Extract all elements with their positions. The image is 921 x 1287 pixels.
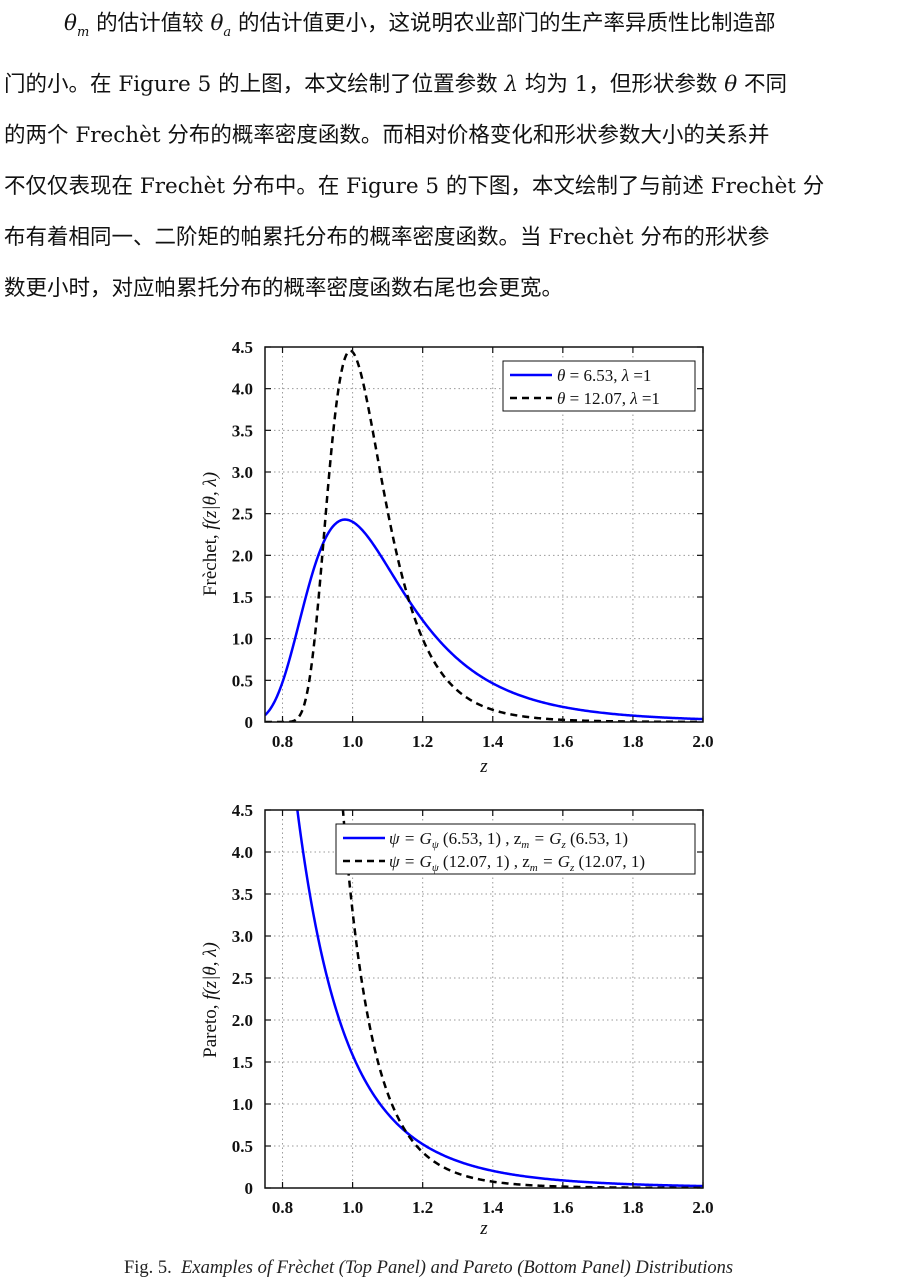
y-tick-label: 2.5 xyxy=(232,505,253,524)
y-tick-label: 3.5 xyxy=(232,885,253,904)
y-tick-label: 1.0 xyxy=(232,630,253,649)
paragraph-line-5: 布有着相同一、二阶矩的帕累托分布的概率密度函数。当 Frechèt 分布的形状参 xyxy=(4,225,770,250)
legend-entry-2: ψ = Gψ (12.07, 1) , zm = Gz (12.07, 1) xyxy=(389,852,645,874)
y-tick-label: 3.0 xyxy=(232,927,253,946)
y-tick-label: 4.5 xyxy=(232,801,253,820)
legend-box xyxy=(335,823,696,875)
y-axis-label: Frèchet, f(z|θ, λ) xyxy=(200,472,221,596)
x-tick-label: 1.0 xyxy=(342,1198,363,1217)
axis-ticks: 0.8 1.0 1.2 1.4 1.6 1.8 2.0 0 0.5 1.0 1.5 2.0 2.5 3.0… xyxy=(232,801,714,1217)
theta-symbol: θ xyxy=(64,11,77,36)
y-tick-label: 1.5 xyxy=(232,1053,253,1072)
line2-text-b: 均为 1，但形状参数 xyxy=(518,72,725,97)
legend: θ = 6.53, λ =1 θ = 12.07, λ =1 xyxy=(502,360,696,412)
x-tick-label: 1.2 xyxy=(412,732,433,751)
paragraph-line-3: 的两个 Frechèt 分布的概率密度函数。而相对价格变化和形状参数大小的关系并 xyxy=(4,123,770,148)
subscript-a: a xyxy=(223,25,232,40)
series-line-solid xyxy=(265,518,703,721)
y-tick-label: 3.0 xyxy=(232,463,253,482)
legend-entry-1: θ = 6.53, λ =1 xyxy=(557,366,651,385)
figure-caption: Fig. 5. Examples of Frèchet (Top Panel) … xyxy=(124,1258,884,1279)
y-tick-label: 4.0 xyxy=(232,843,253,862)
x-tick-label: 1.6 xyxy=(552,732,573,751)
series-line-dashed xyxy=(341,810,703,1188)
series-line-solid xyxy=(296,810,703,1188)
paragraph-line-4: 不仅仅表现在 Frechèt 分布中。在 Figure 5 的下图，本文绘制了与… xyxy=(4,174,825,199)
y-tick-label: 4.5 xyxy=(232,338,253,357)
x-tick-label: 1.4 xyxy=(482,1198,504,1217)
y-tick-label: 2.0 xyxy=(232,546,253,565)
subscript-m: m xyxy=(76,25,90,40)
y-tick-label: 2.0 xyxy=(232,1011,253,1030)
frechet-panel: 0.8 1.0 1.2 1.4 1.6 1.8 2.0 0 0.5 1.0 1.5 2.0 2.5 3.0… xyxy=(200,338,714,777)
figure-5: 0.8 1.0 1.2 1.4 1.6 1.8 2.0 0 0.5 1.0 1.5 2.0 2.5 3.0… xyxy=(200,338,714,1239)
plot-frame xyxy=(264,346,704,723)
y-tick-label: 2.5 xyxy=(232,969,253,988)
y-tick-label: 0 xyxy=(245,1179,254,1198)
x-tick-label: 1.8 xyxy=(622,732,643,751)
x-tick-label: 1.8 xyxy=(622,1198,643,1217)
lambda-symbol: λ xyxy=(504,72,519,97)
y-tick-label: 1.0 xyxy=(232,1095,253,1114)
paragraph-line-2: 门的小。在 Figure 5 的上图，本文绘制了位置参数 λ 均为 1，但形状参… xyxy=(4,65,787,105)
y-tick-label: 3.5 xyxy=(232,421,253,440)
x-tick-label: 1.4 xyxy=(482,732,504,751)
x-axis-label: z xyxy=(479,756,488,777)
series-curves xyxy=(265,349,703,722)
y-tick-label: 4.0 xyxy=(232,380,253,399)
legend-entry-1: ψ = Gψ (6.53, 1) , zm = Gz (6.53, 1) xyxy=(389,829,628,851)
series-line-dashed xyxy=(265,349,703,722)
theta-symbol: θ xyxy=(210,11,224,36)
x-axis-label: z xyxy=(479,1218,488,1239)
x-tick-label: 2.0 xyxy=(692,732,713,751)
x-tick-label: 1.2 xyxy=(412,1198,433,1217)
series-curves xyxy=(296,810,703,1188)
plot-frame xyxy=(264,809,704,1189)
y-tick-label: 0.5 xyxy=(232,671,253,690)
y-tick-label: 0.5 xyxy=(232,1137,253,1156)
line2-text-a: 门的小。在 Figure 5 的上图，本文绘制了位置参数 xyxy=(4,72,505,97)
x-tick-label: 0.8 xyxy=(272,732,293,751)
paragraph-line-6: 数更小时，对应帕累托分布的概率密度函数右尾也会更宽。 xyxy=(4,276,564,301)
pareto-panel: 0.8 1.0 1.2 1.4 1.6 1.8 2.0 0 0.5 1.0 1.5 2.0 2.5 3.0… xyxy=(200,801,714,1239)
theta-symbol: θ xyxy=(724,72,738,97)
x-tick-label: 1.6 xyxy=(552,1198,573,1217)
legend-entry-2: θ = 12.07, λ =1 xyxy=(557,389,660,408)
x-tick-label: 1.0 xyxy=(342,732,363,751)
line1-text-a: 的估计值较 xyxy=(89,11,211,36)
y-tick-label: 1.5 xyxy=(232,588,253,607)
legend: ψ = Gψ (6.53, 1) , zm = Gz (6.53, 1) ψ =… xyxy=(335,823,696,875)
legend-box xyxy=(502,360,696,412)
line2-text-c: 不同 xyxy=(737,72,788,97)
line1-text-b: 的估计值更小，这说明农业部门的生产率异质性比制造部 xyxy=(231,11,776,36)
caption-prefix: Fig. 5. xyxy=(124,1258,172,1278)
y-axis-label: Pareto, f(z|θ, λ) xyxy=(200,942,221,1058)
x-tick-label: 2.0 xyxy=(692,1198,713,1217)
y-tick-label: 0 xyxy=(245,713,254,732)
x-tick-label: 0.8 xyxy=(272,1198,293,1217)
caption-title: Examples of Frèchet (Top Panel) and Pare… xyxy=(181,1258,734,1278)
paragraph-line-1: θm 的估计值较 θa 的估计值更小，这说明农业部门的生产率异质性比制造部 xyxy=(64,4,776,44)
axis-ticks: 0.8 1.0 1.2 1.4 1.6 1.8 2.0 0 0.5 1.0 1.5 2.0 2.5 3.0… xyxy=(232,338,714,751)
